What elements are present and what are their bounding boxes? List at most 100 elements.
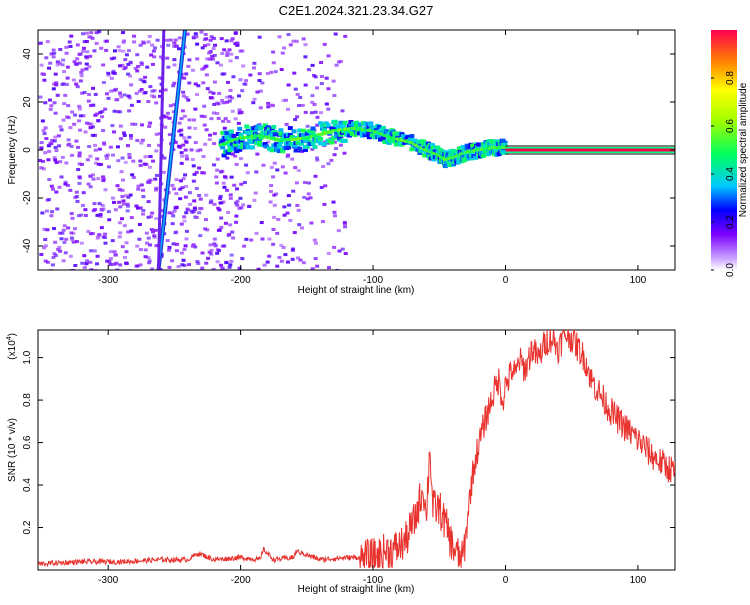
heatmap-cell: [135, 53, 140, 57]
heatmap-cell: [234, 56, 239, 60]
heatmap-cell: [83, 213, 88, 217]
heatmap-cell: [261, 130, 267, 135]
heatmap-cell: [302, 181, 307, 185]
heatmap-cell: [42, 132, 47, 136]
heatmap-cell: [131, 159, 136, 163]
heatmap-cell: [283, 253, 288, 257]
heatmap-cell: [145, 65, 150, 69]
heatmap-cell: [238, 132, 244, 137]
heatmap-cell: [292, 71, 297, 75]
heatmap-cell: [198, 148, 203, 152]
heatmap-cell: [136, 184, 141, 188]
heatmap-cell: [195, 93, 200, 97]
heatmap-cell: [220, 145, 226, 150]
heatmap-cell: [282, 205, 287, 209]
heatmap-cell: [222, 48, 227, 52]
heatmap-cell: [124, 250, 129, 254]
heatmap-cell: [183, 195, 188, 199]
heatmap-cell: [52, 101, 57, 105]
heatmap-cell: [96, 119, 101, 123]
heatmap-cell: [303, 110, 308, 114]
heatmap-cell: [143, 75, 148, 79]
heatmap-cell: [186, 64, 191, 68]
heatmap-cell: [244, 142, 250, 147]
heatmap-cell: [77, 119, 82, 123]
heatmap-cell: [376, 124, 382, 129]
heatmap-cell: [473, 155, 479, 160]
heatmap-cell: [235, 140, 241, 145]
heatmap-cell: [147, 259, 152, 263]
heatmap-cell: [225, 80, 230, 84]
heatmap-cell: [81, 49, 86, 53]
heatmap-cell: [171, 242, 176, 246]
heatmap-cell: [393, 142, 399, 147]
heatmap-cell: [136, 99, 141, 103]
heatmap-cell: [213, 43, 218, 47]
heatmap-cell: [178, 187, 183, 191]
heatmap-cell: [230, 152, 235, 156]
heatmap-cell: [254, 126, 260, 131]
heatmap-cell: [129, 83, 134, 87]
heatmap-cell: [195, 57, 200, 61]
heatmap-cell: [129, 229, 134, 233]
heatmap-cell: [288, 43, 293, 47]
heatmap-cell: [92, 202, 97, 206]
heatmap-cell: [216, 228, 221, 232]
heatmap-cell: [176, 265, 181, 269]
heatmap-cell: [238, 196, 243, 200]
heatmap-cell: [219, 225, 224, 229]
heatmap-cell: [61, 259, 66, 263]
heatmap-cell: [245, 171, 250, 175]
heatmap-cell: [228, 129, 234, 134]
heatmap-cell: [319, 75, 324, 79]
heatmap-cell: [321, 165, 326, 169]
heatmap-cell: [165, 111, 170, 115]
heatmap-cell: [215, 112, 220, 116]
heatmap-cell: [502, 140, 508, 145]
heatmap-cell: [203, 218, 208, 222]
heatmap-cell: [267, 254, 272, 258]
heatmap-cell: [227, 136, 233, 141]
heatmap-cell: [332, 210, 337, 214]
heatmap-cell: [136, 187, 141, 191]
heatmap-cell: [103, 107, 108, 111]
heatmap-cell: [204, 261, 209, 265]
heatmap-cell: [342, 120, 348, 125]
heatmap-cell: [40, 211, 45, 215]
heatmap-cell: [192, 34, 197, 38]
heatmap-cell: [181, 258, 186, 262]
heatmap-cell: [180, 263, 185, 267]
heatmap-cell: [318, 141, 324, 146]
heatmap-cell: [196, 84, 201, 88]
heatmap-cell: [90, 125, 95, 129]
heatmap-cell: [93, 143, 98, 147]
heatmap-cell: [164, 115, 169, 119]
heatmap-cell: [47, 66, 52, 70]
heatmap-cell: [235, 43, 240, 47]
heatmap-cell: [117, 187, 122, 191]
heatmap-cell: [208, 133, 213, 137]
heatmap-cell: [112, 109, 117, 113]
heatmap-cell: [63, 93, 68, 97]
heatmap-cell: [202, 44, 207, 48]
heatmap-cell: [74, 195, 79, 199]
heatmap-cell: [90, 173, 95, 177]
heatmap-cell: [290, 257, 295, 261]
heatmap-cell: [158, 89, 163, 93]
heatmap-cell: [116, 145, 121, 149]
heatmap-cell: [340, 247, 345, 251]
heatmap-cell: [174, 178, 179, 182]
heatmap-cell: [174, 44, 179, 48]
heatmap-cell: [67, 142, 72, 146]
heatmap-cell: [82, 254, 87, 258]
heatmap-cell: [194, 187, 199, 191]
heatmap-cell: [151, 230, 156, 234]
heatmap-cell: [223, 268, 228, 270]
heatmap-cell: [101, 175, 106, 179]
heatmap-cell: [120, 245, 125, 249]
heatmap-cell: [417, 151, 423, 156]
heatmap-cell: [53, 111, 58, 115]
heatmap-cell: [158, 268, 163, 270]
heatmap-cell: [91, 177, 96, 181]
heatmap-cell: [95, 262, 100, 266]
